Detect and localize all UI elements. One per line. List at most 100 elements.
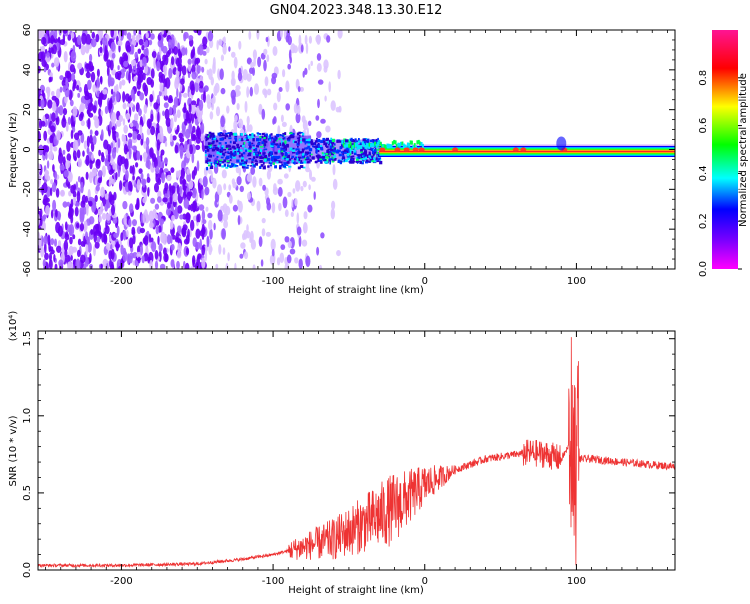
spectrogram-band-cell (282, 155, 286, 158)
spectrogram-band-cell (332, 149, 336, 153)
colorbar-tick-label: 0.2 (698, 213, 709, 229)
snr-panel: -200 -100 0 100 0.0 0.5 1.0 1.5 Height of strai… (8, 311, 676, 596)
spectrogram-noise-cell (256, 30, 260, 40)
spectrogram-noise-cell (44, 169, 50, 177)
spectrogram-band-cell (287, 154, 290, 159)
spectrogram-ripple (408, 143, 411, 148)
spectrogram-noise-cell (103, 139, 109, 150)
spectrogram-noise-cell (191, 64, 196, 74)
spectrogram-band-cell (331, 142, 335, 145)
spectrogram-noise-cell (123, 124, 128, 134)
spectrogram-noise-cell (317, 79, 324, 85)
spectrogram-hotspot (512, 147, 519, 152)
spectrogram-noise-cell (128, 181, 131, 191)
spectrogram-ripple (374, 141, 377, 146)
spectrogram-noise-cell (177, 66, 182, 72)
spectrogram-band-cell (206, 161, 209, 164)
spectrogram-band-cell (292, 162, 296, 164)
spectrogram-band-cell (207, 164, 211, 167)
spectrogram-band-cell (282, 142, 286, 146)
spectrogram-band-cell (318, 160, 323, 162)
spectrogram-noise-cell (228, 184, 232, 191)
spectrogram-noise-cell (170, 167, 175, 174)
spectrogram-band-cell (305, 151, 309, 155)
spectrogram-ripple (413, 143, 416, 148)
spectrogram-noise-cell (190, 266, 195, 269)
spectrogram-band-cell (246, 164, 250, 167)
spectrogram-noise-cell (109, 80, 115, 87)
spectrogram-noise-cell (98, 170, 103, 177)
spectrogram-noise-cell (142, 82, 147, 92)
spectrogram-band-cell (262, 139, 266, 143)
spectrogram-band-cell (226, 155, 230, 159)
spectrogram-band-cell (314, 142, 317, 146)
spectrogram-band-cell (345, 139, 349, 143)
spectrogram-noise-cell (285, 103, 291, 111)
spectrogram-noise-cell (106, 197, 110, 209)
spectrogram-band-cell (208, 144, 212, 147)
spectrogram-noise-cell (287, 191, 292, 198)
spectrogram-noise-cell (168, 67, 173, 79)
spectrogram-band-cell (273, 155, 277, 159)
spectrogram-noise-cell (55, 209, 58, 218)
spectrogram-band-cell (291, 135, 295, 139)
spectrogram-noise-cell (130, 44, 135, 55)
spectrogram-band-cell (287, 138, 291, 142)
spectrogram-noise-cell (231, 95, 236, 105)
spectrogram-noise-cell (39, 119, 43, 129)
spectrogram-ripple (360, 145, 363, 149)
spectrogram-band-cell (335, 150, 339, 154)
spectrogram-noise-cell (232, 204, 238, 212)
spectrogram-noise-cell (177, 48, 181, 57)
spectrogram-noise-cell (201, 122, 205, 134)
spectrogram-ripple (357, 145, 360, 150)
spectrogram-band-cell (331, 143, 334, 147)
spectrogram-noise-cell (195, 144, 201, 151)
spectrogram-noise-cell (198, 44, 204, 56)
spectrogram-noise-cell (168, 106, 173, 116)
spectrogram-band-cell (356, 147, 359, 150)
spectrogram-band-cell (220, 147, 224, 151)
spectrogram-noise-cell (100, 129, 104, 142)
spectrogram-ripple (379, 141, 382, 146)
spectrogram-noise-cell (246, 224, 249, 233)
spectrogram-noise-cell (238, 118, 244, 129)
spectrogram-noise-cell (287, 240, 292, 249)
spectrogram-noise-cell (260, 259, 264, 267)
spectrogram-band-cell (292, 140, 296, 144)
spectrogram-band-cell (366, 143, 370, 146)
spectrogram-band-cell (362, 152, 365, 155)
spectrogram-ripple (346, 143, 349, 148)
spectrogram-band-cell (333, 154, 336, 157)
colorbar-gradient (712, 30, 738, 269)
spectrogram-noise-cell (156, 60, 161, 72)
spectrogram-noise-cell (184, 47, 188, 56)
spectrogram-noise-cell (151, 241, 157, 253)
spectrogram-band-cell (213, 136, 216, 140)
spectrogram-noise-cell (85, 243, 89, 255)
spectrogram-band-cell (213, 162, 217, 165)
spectrogram-noise-cell (239, 185, 244, 193)
spectrogram-noise-cell (122, 102, 127, 110)
spectrogram-noise-cell (50, 35, 55, 45)
spectrogram-band-cell (255, 155, 259, 159)
spectrogram-ripple (376, 141, 379, 146)
spectrogram-band-cell (211, 137, 215, 140)
spectrogram-band-cell (238, 155, 241, 158)
spectrogram-noise-cell (69, 64, 75, 73)
spectrogram-noise-cell (162, 197, 168, 203)
spectrogram-band-cell (205, 160, 209, 164)
spectrogram-noise-cell (96, 236, 101, 243)
spectrogram-band-cell (263, 146, 266, 148)
spectrogram-noise-cell (323, 65, 328, 73)
spectrogram-noise-cell (311, 176, 316, 182)
spectrogram-noise-cell (222, 203, 228, 214)
spectrogram-noise-cell (244, 100, 248, 113)
spectrogram-band-cell (365, 159, 369, 162)
spectrogram-ripple (390, 144, 393, 149)
spectrogram-band-cell (229, 140, 232, 144)
spectrogram-noise-cell (140, 138, 144, 146)
spectrogram-noise-cell (175, 170, 179, 178)
spectrogram-noise-cell (154, 250, 159, 260)
spectrogram-band-cell (280, 147, 283, 150)
